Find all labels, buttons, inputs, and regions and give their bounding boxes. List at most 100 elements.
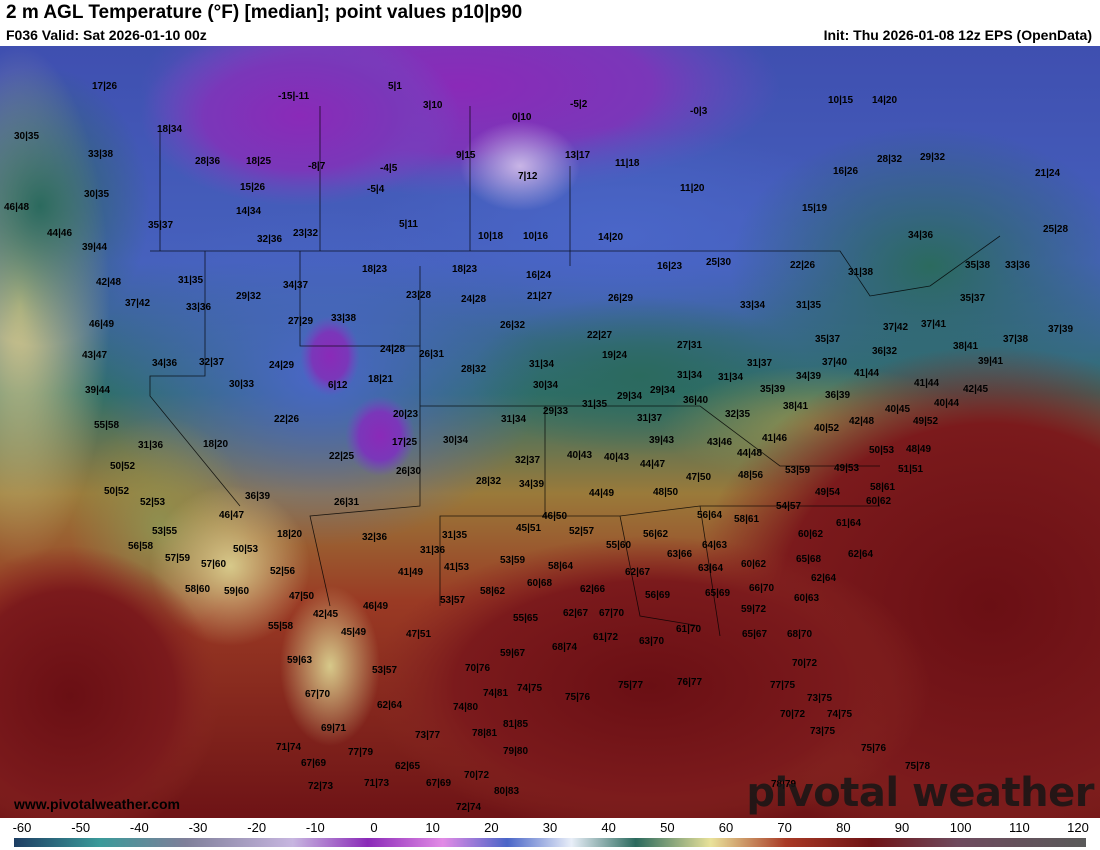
point-value: 65|68 — [796, 554, 822, 565]
point-value: 29|34 — [617, 391, 643, 402]
point-value: 53|55 — [152, 526, 178, 537]
point-value: 38|41 — [953, 341, 979, 352]
point-value: 40|45 — [885, 404, 911, 415]
point-value: 40|43 — [567, 450, 593, 461]
point-value: 0|10 — [512, 112, 532, 123]
point-value: 42|48 — [849, 416, 875, 427]
point-value: 39|43 — [649, 435, 675, 446]
point-value: 35|37 — [815, 334, 841, 345]
point-value: 41|53 — [444, 562, 470, 573]
point-value: 74|80 — [453, 702, 479, 713]
point-value: 53|59 — [500, 555, 526, 566]
website-label: www.pivotalweather.com — [14, 796, 180, 812]
point-value: 60|62 — [741, 559, 767, 570]
point-value: 62|64 — [848, 549, 874, 560]
point-value: 31|35 — [582, 399, 608, 410]
point-value: 50|53 — [869, 445, 895, 456]
point-value: 16|23 — [657, 261, 683, 272]
point-value: 18|25 — [246, 156, 272, 167]
point-value: 77|75 — [770, 680, 796, 691]
point-value: 59|63 — [287, 655, 313, 666]
colorbar-tick-label: 0 — [370, 820, 378, 835]
point-value: 22|27 — [587, 330, 613, 341]
point-value: 18|23 — [362, 264, 388, 275]
point-value: 43|46 — [707, 437, 733, 448]
point-value: 73|75 — [810, 726, 836, 737]
point-value: 70|76 — [465, 663, 491, 674]
point-value: 33|38 — [331, 313, 357, 324]
point-value: 31|34 — [529, 359, 555, 370]
point-value: 46|48 — [4, 202, 30, 213]
point-value: -0|3 — [690, 106, 708, 117]
point-value: 24|28 — [461, 294, 487, 305]
point-value: 31|35 — [442, 530, 468, 541]
point-value: 51|51 — [898, 464, 924, 475]
point-value: 18|20 — [203, 439, 229, 450]
point-value: 71|73 — [364, 778, 390, 789]
point-value: 67|69 — [301, 758, 327, 769]
point-value: 18|20 — [277, 529, 303, 540]
point-value: 10|16 — [523, 231, 549, 242]
point-value: 72|74 — [456, 802, 482, 813]
point-value: 58|61 — [870, 482, 896, 493]
point-value: 29|32 — [920, 152, 946, 163]
point-value: 59|67 — [500, 648, 526, 659]
point-value: 28|36 — [195, 156, 221, 167]
point-value: 52|53 — [140, 497, 166, 508]
point-value: 29|33 — [543, 406, 569, 417]
point-value: 66|70 — [749, 583, 775, 594]
point-value: 22|25 — [329, 451, 355, 462]
point-value: 3|10 — [423, 100, 443, 111]
point-value: 37|42 — [883, 322, 909, 333]
point-value: 36|40 — [683, 395, 709, 406]
point-value: 72|73 — [308, 781, 334, 792]
point-value: 76|77 — [677, 677, 703, 688]
point-value: 56|62 — [643, 529, 669, 540]
point-value: 41|46 — [762, 433, 788, 444]
point-value: 37|39 — [1048, 324, 1074, 335]
point-value: 40|43 — [604, 452, 630, 463]
point-value: 62|67 — [625, 567, 651, 578]
point-value: 47|50 — [289, 591, 315, 602]
point-value: 16|24 — [526, 270, 552, 281]
point-value: 37|42 — [125, 298, 151, 309]
point-value: 42|45 — [963, 384, 989, 395]
point-value: 30|35 — [14, 131, 40, 142]
valid-time: F036 Valid: Sat 2026-01-10 00z — [6, 27, 207, 43]
point-value: 53|59 — [785, 465, 811, 476]
point-value: 28|32 — [877, 154, 903, 165]
point-value: 32|36 — [362, 532, 388, 543]
point-value: 44|48 — [737, 448, 763, 459]
point-value: 52|57 — [569, 526, 595, 537]
colorbar-tick-label: 10 — [425, 820, 440, 835]
colorbar-tick-label: 90 — [894, 820, 910, 835]
point-value: 62|67 — [563, 608, 589, 619]
point-value: 75|77 — [618, 680, 644, 691]
point-value: 77|79 — [348, 747, 374, 758]
point-value: 60|68 — [527, 578, 553, 589]
point-value: 34|39 — [796, 371, 822, 382]
point-value: 39|44 — [85, 385, 111, 396]
init-time: Init: Thu 2026-01-08 12z EPS (OpenData) — [823, 27, 1092, 43]
point-value: 70|72 — [464, 770, 490, 781]
point-value: -5|2 — [570, 99, 588, 110]
point-value: 75|78 — [905, 761, 931, 772]
point-value: 29|32 — [236, 291, 262, 302]
colorbar-tick-label: -50 — [71, 820, 91, 835]
point-value: 5|11 — [399, 219, 418, 230]
colorbar-tick-label: 30 — [542, 820, 558, 835]
point-value: 61|70 — [676, 624, 702, 635]
point-value: 43|47 — [82, 350, 108, 361]
point-value: 32|37 — [515, 455, 541, 466]
colorbar-tick-label: -40 — [129, 820, 149, 835]
point-value: 31|36 — [420, 545, 446, 556]
point-value: 33|38 — [88, 149, 114, 160]
point-value: 75|76 — [565, 692, 591, 703]
point-value: 64|63 — [702, 540, 728, 551]
point-value: 27|31 — [677, 340, 703, 351]
point-value: 58|61 — [734, 514, 760, 525]
point-value: 34|39 — [519, 479, 545, 490]
point-value: 29|34 — [650, 385, 676, 396]
point-value: 25|28 — [1043, 224, 1069, 235]
point-value: 68|74 — [552, 642, 578, 653]
